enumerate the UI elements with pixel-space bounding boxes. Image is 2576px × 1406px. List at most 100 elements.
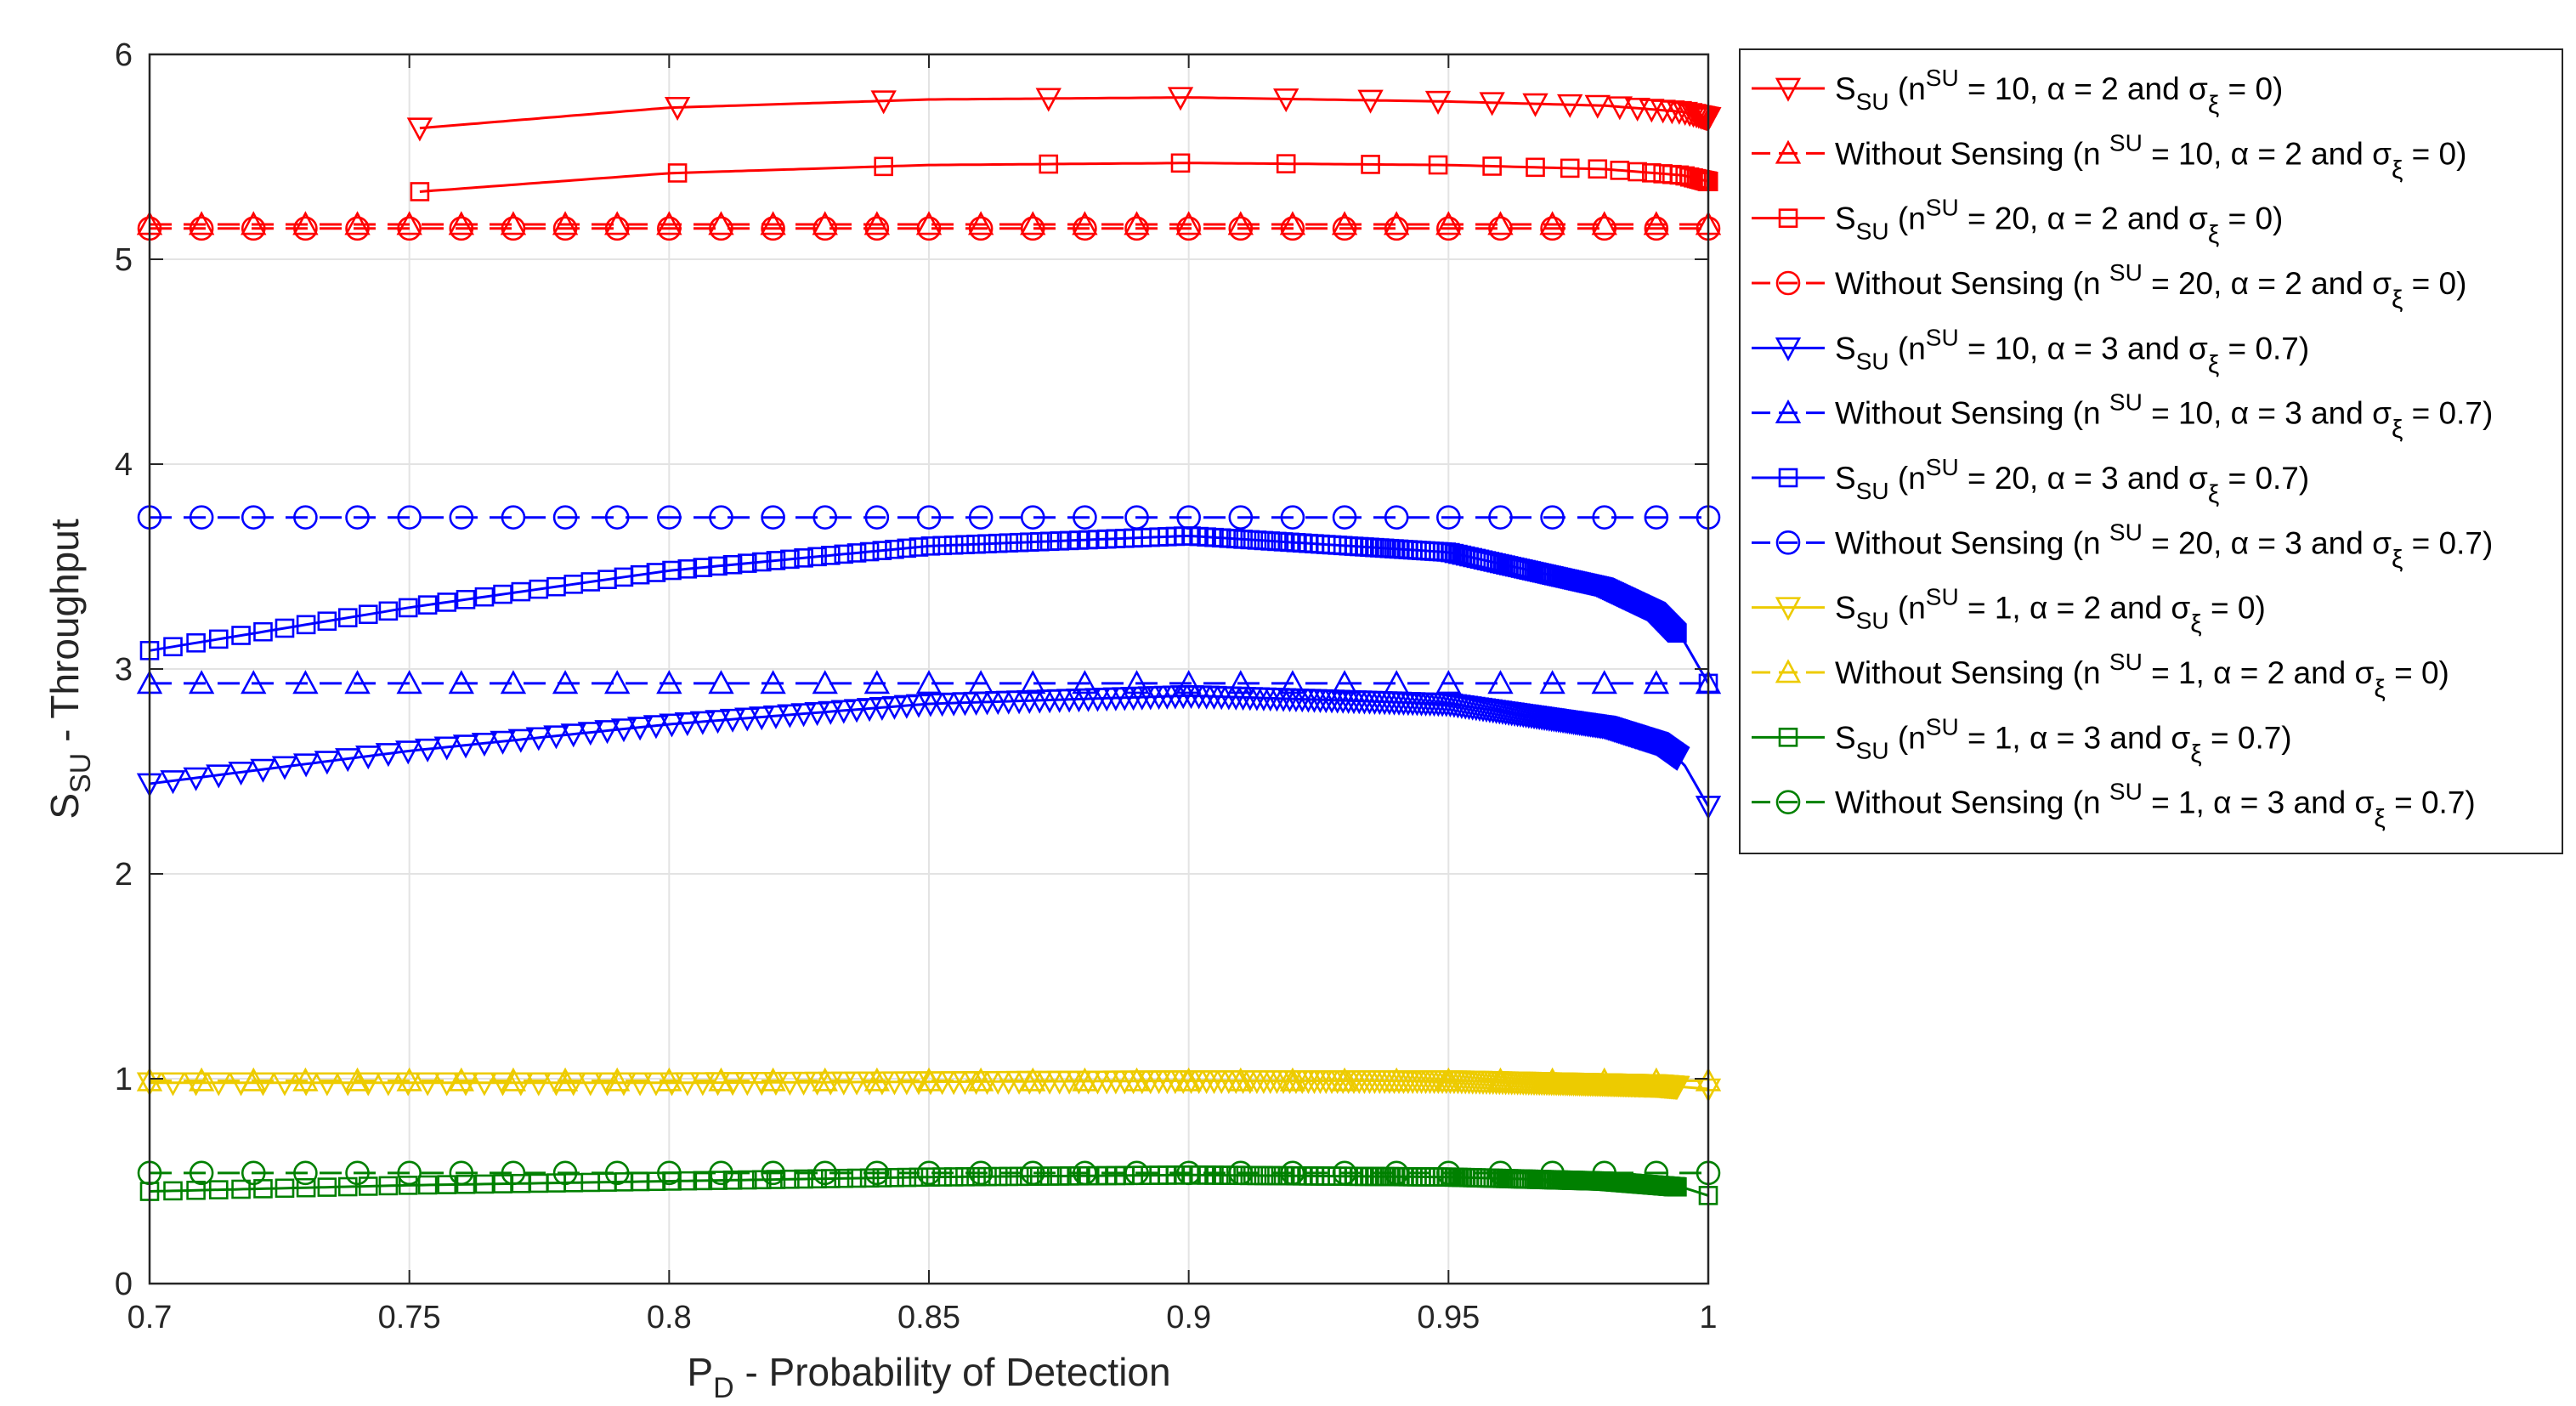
series-marker bbox=[967, 670, 994, 694]
series-marker bbox=[1072, 1067, 1098, 1091]
series-marker bbox=[501, 1160, 526, 1186]
series-marker bbox=[820, 546, 841, 565]
series-marker bbox=[1384, 505, 1409, 530]
series-marker bbox=[916, 216, 942, 241]
series-marker bbox=[1124, 1160, 1149, 1186]
legend-marker bbox=[1775, 597, 1802, 621]
series-marker bbox=[1592, 1160, 1617, 1186]
series-marker bbox=[1124, 216, 1149, 241]
series-marker bbox=[869, 696, 896, 722]
series-marker bbox=[500, 1067, 527, 1091]
series-marker bbox=[1591, 211, 1617, 235]
series-marker bbox=[659, 713, 685, 738]
series-marker bbox=[1279, 211, 1306, 235]
series-marker bbox=[872, 541, 892, 560]
series-marker bbox=[344, 211, 371, 235]
legend-marker bbox=[1778, 728, 1798, 747]
legend-entry: SSU (nSU = 20, α = 3 and σξ = 0.7) bbox=[1752, 454, 2309, 508]
series-marker bbox=[1176, 216, 1201, 241]
series-marker bbox=[1280, 505, 1305, 530]
series-marker bbox=[794, 548, 813, 568]
legend-label: SSU (nSU = 20, α = 2 and σξ = 0) bbox=[1835, 195, 2283, 249]
series-marker bbox=[1361, 155, 1380, 174]
x-tick-label: 0.95 bbox=[1417, 1300, 1480, 1335]
series-marker bbox=[501, 505, 526, 530]
series-marker bbox=[1019, 532, 1039, 553]
series-marker bbox=[449, 216, 474, 241]
series-marker bbox=[1228, 1160, 1254, 1186]
series-marker bbox=[1124, 670, 1150, 694]
legend-marker bbox=[1775, 659, 1802, 683]
series-marker bbox=[1384, 1160, 1409, 1186]
series-marker bbox=[1050, 531, 1069, 551]
legend: SSU (nSU = 10, α = 2 and σξ = 0) Without … bbox=[1739, 48, 2563, 854]
series-marker bbox=[1009, 532, 1029, 553]
series-marker bbox=[999, 1166, 1019, 1187]
legend-entry: SSU (nSU = 1, α = 3 and σξ = 0.7) bbox=[1752, 713, 2292, 768]
series-marker bbox=[818, 700, 844, 725]
series-marker bbox=[449, 505, 474, 530]
series-marker bbox=[292, 1072, 320, 1097]
series-marker bbox=[709, 216, 733, 241]
series-marker bbox=[766, 551, 786, 570]
series-marker bbox=[646, 1171, 666, 1192]
series-marker bbox=[843, 699, 870, 723]
series-marker bbox=[189, 1160, 214, 1186]
series-marker bbox=[452, 1072, 479, 1097]
series-marker bbox=[1591, 670, 1617, 694]
series-marker bbox=[689, 711, 716, 735]
series-marker bbox=[943, 535, 964, 555]
legend-marker bbox=[1775, 77, 1802, 102]
series-marker bbox=[552, 1160, 578, 1186]
series-marker bbox=[677, 558, 698, 579]
series-marker bbox=[856, 1071, 883, 1096]
legend-box bbox=[1739, 48, 2563, 854]
series-marker bbox=[186, 632, 206, 653]
series-marker bbox=[433, 1072, 460, 1097]
series-marker bbox=[760, 670, 786, 694]
series-marker bbox=[872, 1168, 892, 1188]
series-marker bbox=[708, 1171, 728, 1190]
series-marker bbox=[1039, 154, 1059, 174]
series-marker bbox=[1039, 1166, 1060, 1186]
series-marker bbox=[163, 1181, 183, 1201]
series-marker bbox=[812, 216, 838, 241]
series-marker bbox=[452, 734, 479, 759]
series-marker bbox=[293, 216, 318, 241]
series-marker bbox=[646, 563, 666, 582]
series-marker bbox=[507, 729, 535, 753]
series-marker bbox=[604, 670, 631, 694]
series-marker bbox=[1072, 670, 1098, 694]
series-marker bbox=[375, 1072, 402, 1097]
series-marker bbox=[490, 730, 516, 755]
series-marker bbox=[749, 1072, 775, 1097]
series-marker bbox=[410, 182, 430, 201]
y-tick-label: 4 bbox=[115, 447, 133, 483]
legend-entry: Without Sensing (n SU = 10, α = 2 and σξ… bbox=[1752, 129, 2466, 184]
series-marker bbox=[657, 216, 682, 241]
series-marker bbox=[988, 1166, 1008, 1187]
series-marker bbox=[1435, 1067, 1462, 1091]
series-marker bbox=[1644, 216, 1669, 241]
legend-entry: Without Sensing (n SU = 1, α = 2 and σξ … bbox=[1752, 649, 2449, 703]
series-marker bbox=[734, 1072, 761, 1097]
series-marker bbox=[708, 211, 734, 235]
series-marker bbox=[656, 1067, 682, 1091]
series-marker bbox=[398, 598, 418, 618]
series-marker bbox=[1435, 670, 1462, 694]
series-marker bbox=[968, 1160, 994, 1186]
series-marker bbox=[1009, 1166, 1029, 1187]
series-marker bbox=[1592, 505, 1617, 530]
series-marker bbox=[967, 1067, 994, 1091]
series-marker bbox=[1560, 158, 1580, 179]
series-marker bbox=[709, 1160, 733, 1186]
series-marker bbox=[375, 743, 402, 768]
series-marker bbox=[864, 505, 890, 530]
series-marker bbox=[395, 740, 422, 765]
series-marker bbox=[1050, 1166, 1069, 1186]
y-tick-label: 6 bbox=[115, 37, 133, 73]
series-marker bbox=[693, 558, 713, 577]
series-marker bbox=[1279, 1067, 1306, 1091]
series-marker bbox=[677, 1171, 698, 1191]
series-marker bbox=[437, 1175, 457, 1194]
